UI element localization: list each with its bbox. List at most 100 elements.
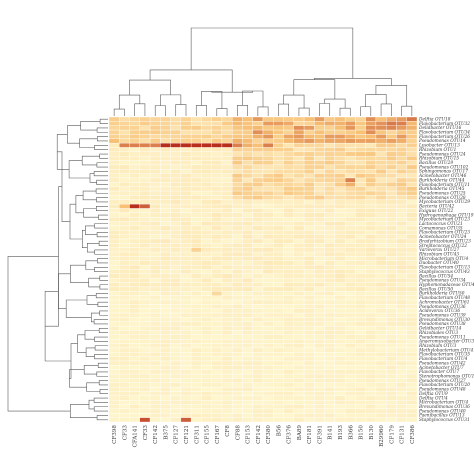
heatmap-cell xyxy=(406,238,418,244)
heatmap-cell xyxy=(252,343,264,349)
dendrogram-branch xyxy=(75,195,84,214)
heatmap-cell xyxy=(334,282,346,288)
heatmap-cell xyxy=(355,321,366,327)
heatmap-cell xyxy=(386,417,397,423)
heatmap-cell xyxy=(386,391,397,397)
heatmap-cell xyxy=(201,173,212,179)
heatmap-cell xyxy=(365,260,377,266)
heatmap-cell xyxy=(211,325,223,331)
heatmap-cell xyxy=(170,330,182,336)
heatmap-cell xyxy=(232,343,243,349)
row-label: Delftia OTU9 xyxy=(418,392,448,397)
heatmap-cell xyxy=(386,247,397,253)
heatmap-cell xyxy=(365,413,377,418)
heatmap-cell xyxy=(314,417,325,423)
heatmap-cell xyxy=(303,273,315,279)
heatmap-cell xyxy=(252,330,264,336)
row-label: Acidovorax OTU36 xyxy=(418,309,460,314)
heatmap-cell xyxy=(314,138,325,144)
heatmap-cell xyxy=(293,230,305,235)
heatmap-cell xyxy=(262,151,274,157)
heatmap-cell xyxy=(273,317,284,322)
heatmap-cell xyxy=(293,356,305,362)
heatmap-cell xyxy=(262,330,274,336)
heatmap-cell xyxy=(190,264,202,270)
heatmap-cell xyxy=(396,156,407,161)
heatmap-cell xyxy=(314,195,325,200)
heatmap-cell xyxy=(119,173,130,179)
heatmap-cell xyxy=(273,230,284,235)
heatmap-cell xyxy=(108,208,120,214)
heatmap-cell xyxy=(170,151,182,157)
heatmap-cell xyxy=(273,295,284,301)
heatmap-cell xyxy=(190,247,202,253)
heatmap-cell xyxy=(139,278,151,283)
heatmap-cell xyxy=(283,225,294,231)
heatmap-cell xyxy=(221,413,233,418)
column-label: CF181 xyxy=(307,425,313,444)
heatmap-cell xyxy=(365,208,377,214)
heatmap-cell xyxy=(324,286,336,292)
heatmap-cell xyxy=(170,360,182,366)
heatmap-cell xyxy=(293,378,305,383)
heatmap-cell xyxy=(139,408,151,414)
heatmap-cell xyxy=(211,121,223,126)
heatmap-cell xyxy=(232,230,243,235)
dendrogram-branch xyxy=(175,104,187,116)
heatmap-cell xyxy=(108,299,120,305)
heatmap-cell xyxy=(283,221,294,227)
heatmap-cell xyxy=(190,221,202,227)
heatmap-cell xyxy=(386,243,397,248)
heatmap-cell xyxy=(396,400,407,405)
row-label: Variovorax OTU27 xyxy=(419,248,459,253)
heatmap-cell xyxy=(160,247,171,253)
heatmap-cell xyxy=(252,369,264,375)
heatmap-cell xyxy=(119,343,130,349)
heatmap-cell xyxy=(170,321,182,327)
heatmap-cell xyxy=(365,169,377,174)
heatmap-cell xyxy=(160,400,171,405)
heatmap-cell xyxy=(324,138,336,144)
heatmap-cell xyxy=(344,373,356,379)
heatmap-cell xyxy=(262,243,274,248)
heatmap-cell xyxy=(201,217,212,222)
heatmap-cell xyxy=(344,238,356,244)
heatmap-cell xyxy=(355,260,366,266)
heatmap-cell xyxy=(221,317,233,322)
heatmap-cell xyxy=(406,234,418,240)
heatmap-cell xyxy=(221,230,233,235)
heatmap-cell xyxy=(201,147,212,153)
heatmap-cell xyxy=(129,156,140,161)
heatmap-cell xyxy=(252,295,264,301)
heatmap-cell xyxy=(406,173,418,179)
dendrogram-branch xyxy=(97,362,108,368)
heatmap-cell xyxy=(262,208,274,214)
heatmap-cell xyxy=(180,208,192,214)
heatmap-cell xyxy=(283,151,294,157)
heatmap-cell xyxy=(324,199,336,205)
heatmap-cell xyxy=(139,365,151,370)
heatmap-cell xyxy=(396,238,407,244)
heatmap-cell xyxy=(221,212,233,218)
heatmap-cell xyxy=(221,382,233,388)
heatmap-cell xyxy=(190,260,202,266)
row-label: Flavobacterium OTU26 xyxy=(418,135,470,140)
heatmap-cell xyxy=(344,299,356,305)
heatmap-cell xyxy=(334,264,346,270)
column-label: CF142 xyxy=(153,425,159,444)
heatmap-cell xyxy=(252,408,264,414)
row-label: Flavobacter OTU7 xyxy=(418,370,459,375)
heatmap-cell xyxy=(386,325,397,331)
heatmap-cell xyxy=(190,317,202,322)
heatmap-cell xyxy=(221,404,233,410)
heatmap-cell xyxy=(108,282,120,288)
heatmap-cell xyxy=(221,369,233,375)
column-label: CF88 xyxy=(235,425,241,441)
heatmap-cell xyxy=(119,225,130,231)
heatmap-cell xyxy=(406,125,418,131)
heatmap-cell xyxy=(201,304,212,309)
heatmap-cell xyxy=(365,373,377,379)
heatmap-cell xyxy=(139,151,151,157)
column-label: CF33 xyxy=(143,425,149,441)
heatmap-cell xyxy=(365,203,377,209)
